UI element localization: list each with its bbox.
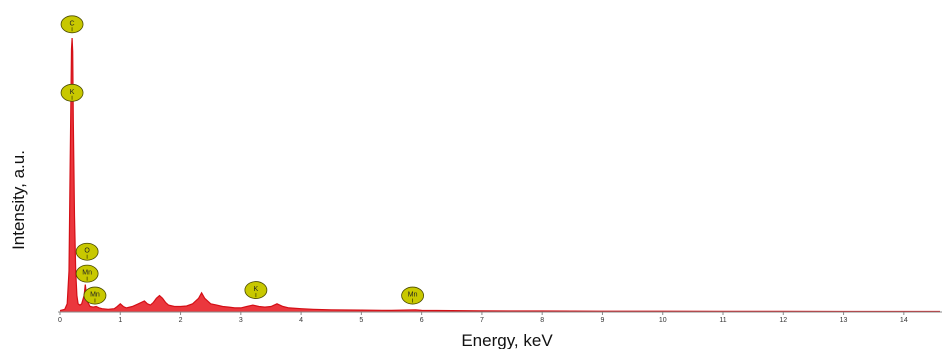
x-tick-label-8: 8 [540, 317, 544, 324]
x-tick-label-7: 7 [480, 317, 484, 324]
element-marker-badge [60, 83, 84, 102]
x-tick-label-11: 11 [719, 317, 726, 324]
x-tick-label-10: 10 [659, 317, 667, 324]
element-marker-label: Mn [90, 292, 100, 299]
element-marker-badge [401, 286, 425, 305]
element-marker-badge [60, 15, 84, 34]
element-markers: C K O Mn Mn K Mn [60, 15, 425, 305]
x-tick-label-12: 12 [779, 317, 787, 324]
x-tick-label-3: 3 [239, 317, 243, 324]
element-marker-label: O [84, 248, 90, 255]
element-marker-label: Mn [82, 270, 92, 277]
element-marker-o-2: O [75, 242, 99, 261]
x-tick-label-0: 0 [58, 317, 62, 324]
x-tick-label-1: 1 [118, 317, 122, 324]
x-tick-label-13: 13 [840, 317, 848, 324]
element-marker-mn-6: Mn [401, 286, 425, 305]
element-marker-badge [75, 242, 99, 261]
x-axis-ticks: 0 1 2 3 4 5 6 7 8 9 10 11 12 13 14 [58, 312, 908, 324]
element-marker-label: C [70, 20, 75, 27]
element-marker-badge [75, 264, 99, 283]
plot-area [59, 37, 940, 313]
element-marker-badge [244, 281, 268, 299]
x-axis-title: Energy, keV [461, 331, 553, 349]
x-tick-label-6: 6 [420, 317, 424, 324]
element-marker-badge [83, 286, 107, 305]
element-marker-mn-4: Mn [83, 286, 107, 305]
element-marker-label: K [254, 286, 259, 293]
x-tick-label-9: 9 [601, 317, 605, 324]
y-axis-title: Intensity, a.u. [9, 150, 28, 250]
element-marker-mn-3: Mn [75, 264, 99, 283]
element-marker-label: Mn [408, 292, 418, 299]
x-tick-label-2: 2 [179, 317, 183, 324]
x-tick-label-5: 5 [359, 317, 363, 324]
element-marker-k-5: K [244, 281, 268, 299]
element-marker-k-1: K [60, 83, 84, 102]
x-tick-label-4: 4 [299, 317, 303, 324]
spectrum-area [60, 38, 940, 312]
spectrum-line [59, 37, 940, 313]
element-marker-label: K [70, 89, 75, 96]
element-marker-c-0: C [60, 15, 84, 34]
x-tick-label-14: 14 [900, 317, 908, 324]
